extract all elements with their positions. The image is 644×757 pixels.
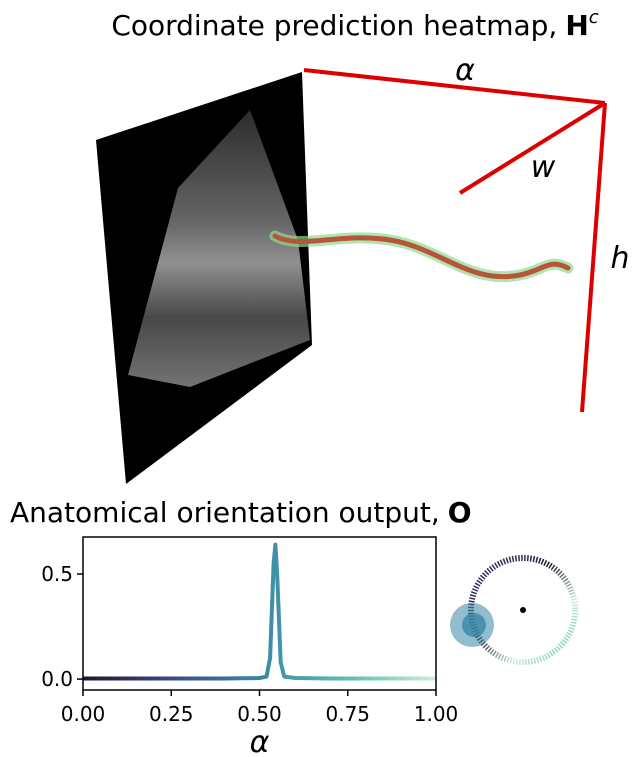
figure: Coordinate prediction heatmap,Hc α w h A… xyxy=(0,0,644,757)
plot-frame xyxy=(83,537,436,690)
axis-h-label: h xyxy=(610,241,629,276)
x-tick-label: 0.00 xyxy=(61,702,106,726)
x-tick-label: 0.50 xyxy=(237,702,282,726)
x-axis-label: α xyxy=(250,725,270,757)
y-tick-label: 0.0 xyxy=(41,667,73,691)
heatmap-title: Coordinate prediction heatmap,Hc xyxy=(111,7,598,42)
axis-w-label: w xyxy=(531,150,556,185)
orientation-blob-core xyxy=(462,613,486,637)
x-tick-label: 0.75 xyxy=(325,702,370,726)
ring-center xyxy=(520,607,526,613)
axis-alpha-label: α xyxy=(455,53,475,88)
x-tick-label: 0.25 xyxy=(149,702,194,726)
orientation-line xyxy=(83,545,436,679)
chart-title: Anatomical orientation output,O xyxy=(10,496,472,529)
y-tick-label: 0.5 xyxy=(41,562,73,586)
x-tick-label: 1.00 xyxy=(414,702,459,726)
line-chart: 0.00 0.25 0.50 0.75 1.00 0.0 0.5 α xyxy=(41,537,458,757)
axis-h-line xyxy=(582,103,605,412)
